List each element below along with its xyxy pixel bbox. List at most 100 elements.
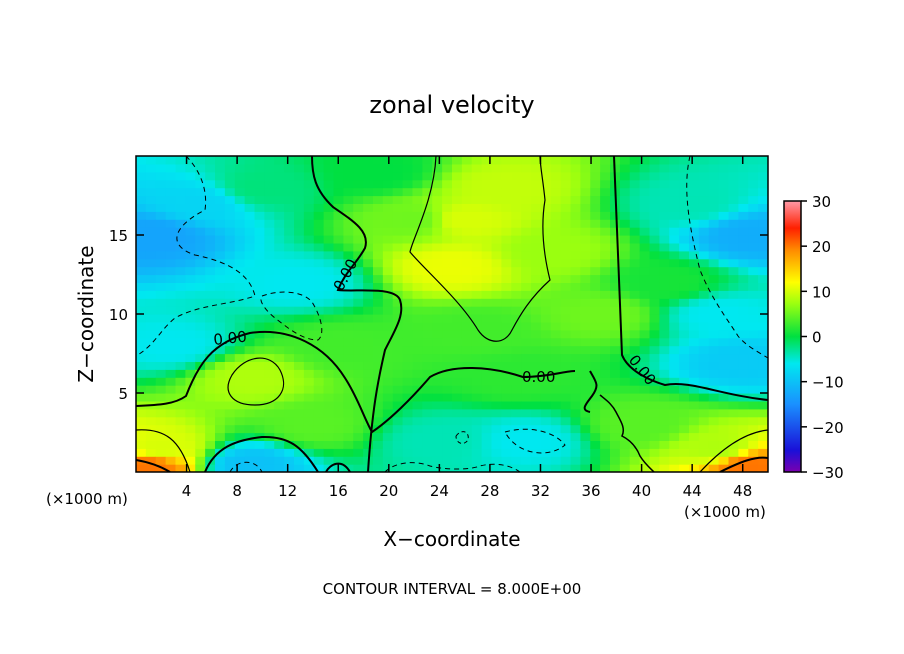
heatmap-cell: [669, 242, 680, 252]
heatmap-cell: [461, 385, 473, 394]
heatmap-cell: [501, 321, 512, 331]
heatmap-cell: [303, 321, 315, 331]
heatmap-cell: [718, 361, 730, 370]
heatmap-cell: [481, 227, 493, 236]
heatmap-cell: [175, 456, 186, 465]
heatmap-cell: [442, 156, 453, 165]
heatmap-cell: [392, 258, 404, 268]
heatmap-cell: [461, 282, 473, 291]
heatmap-cell: [669, 448, 680, 457]
heatmap-cell: [343, 179, 354, 189]
heatmap-cell: [333, 385, 344, 394]
heatmap-cell: [224, 361, 236, 370]
heatmap-cell: [402, 440, 414, 449]
heatmap-cell: [590, 282, 601, 291]
heatmap-cell: [639, 337, 651, 347]
heatmap-cell: [501, 290, 512, 299]
heatmap-cell: [274, 219, 285, 228]
heatmap-cell: [353, 361, 364, 370]
heatmap-cell: [738, 306, 749, 315]
heatmap-cell: [353, 219, 364, 228]
heatmap-cell: [649, 171, 660, 181]
heatmap-cell: [264, 456, 275, 465]
heatmap-cell: [600, 219, 611, 228]
heatmap-cell: [708, 171, 720, 181]
heatmap-cell: [580, 408, 591, 418]
heatmap-cell: [145, 424, 157, 434]
heatmap-cell: [580, 314, 591, 323]
heatmap-cell: [452, 377, 463, 386]
heatmap-cell: [363, 329, 374, 339]
heatmap-cell: [343, 306, 354, 315]
heatmap-cell: [461, 290, 473, 299]
heatmap-cell: [373, 290, 384, 299]
heatmap-cell: [639, 408, 651, 418]
heatmap-cell: [619, 258, 631, 268]
heatmap-cell: [600, 274, 611, 283]
heatmap-cell: [738, 258, 749, 268]
heatmap-cell: [491, 377, 502, 386]
heatmap-cell: [452, 448, 463, 457]
heatmap-cell: [294, 329, 305, 339]
heatmap-cell: [284, 211, 295, 220]
heatmap-cell: [659, 290, 670, 299]
heatmap-cell: [758, 329, 768, 339]
heatmap-cell: [590, 329, 601, 339]
heatmap-cell: [689, 195, 700, 204]
heatmap-cell: [195, 179, 206, 189]
heatmap-cell: [136, 306, 147, 315]
heatmap-cell: [758, 211, 768, 220]
heatmap-cell: [452, 187, 463, 197]
heatmap-cell: [432, 440, 443, 449]
heatmap-cell: [373, 432, 384, 441]
heatmap-cell: [718, 329, 730, 339]
heatmap-cell: [313, 456, 325, 465]
heatmap-cell: [728, 345, 739, 355]
heatmap-cell: [224, 353, 236, 362]
heatmap-cell: [698, 321, 710, 331]
heatmap-cell: [136, 290, 147, 299]
heatmap-cell: [422, 163, 433, 173]
heatmap-cell: [165, 227, 177, 236]
heatmap-cell: [481, 195, 493, 204]
heatmap-cell: [442, 219, 453, 228]
heatmap-cell: [244, 203, 256, 212]
heatmap-cell: [580, 203, 591, 212]
heatmap-cell: [294, 400, 305, 410]
heatmap-cell: [333, 337, 344, 347]
heatmap-cell: [698, 345, 710, 355]
heatmap-cell: [748, 195, 759, 204]
heatmap-cell: [481, 274, 493, 283]
heatmap-cell: [195, 432, 206, 441]
heatmap-cell: [619, 408, 631, 418]
heatmap-cell: [600, 432, 611, 441]
heatmap-cell: [669, 156, 680, 165]
heatmap-cell: [501, 424, 512, 434]
heatmap-cell: [432, 400, 443, 410]
heatmap-cell: [195, 211, 206, 220]
heatmap-cell: [205, 329, 216, 339]
heatmap-cell: [195, 321, 206, 331]
heatmap-cell: [442, 211, 453, 220]
heatmap-cell: [244, 361, 256, 370]
heatmap-cell: [570, 235, 581, 244]
heatmap-cell: [531, 266, 542, 276]
heatmap-cell: [708, 266, 720, 276]
heatmap-cell: [155, 258, 167, 268]
heatmap-cell: [471, 266, 483, 276]
heatmap-cell: [521, 282, 532, 291]
heatmap-cell: [758, 337, 768, 347]
heatmap-cell: [619, 440, 631, 449]
heatmap-cell: [274, 203, 285, 212]
heatmap-cell: [244, 337, 256, 347]
heatmap-cell: [205, 219, 216, 228]
heatmap-cell: [185, 266, 196, 276]
heatmap-cell: [491, 163, 502, 173]
heatmap-cell: [195, 219, 206, 228]
heatmap-cell: [491, 385, 502, 394]
heatmap-cell: [531, 219, 542, 228]
heatmap-cell: [738, 156, 749, 165]
heatmap-cell: [195, 424, 206, 434]
heatmap-cell: [718, 385, 730, 394]
zero-contour-mid: [311, 156, 403, 472]
